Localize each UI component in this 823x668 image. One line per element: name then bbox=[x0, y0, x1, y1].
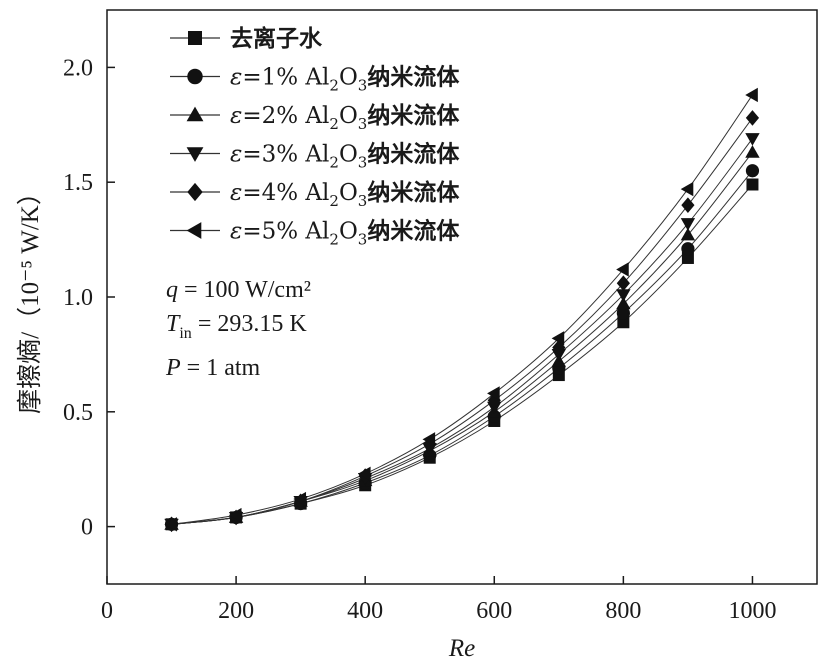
data-point-series-6 bbox=[680, 181, 694, 197]
data-point-series-3 bbox=[616, 296, 631, 310]
data-point-series-6 bbox=[228, 507, 242, 523]
x-tick-label: 0 bbox=[101, 598, 113, 624]
x-tick-label: 200 bbox=[218, 598, 254, 624]
series-line-6 bbox=[171, 94, 753, 525]
legend-label: 去离子水 bbox=[230, 25, 323, 52]
data-point-series-1 bbox=[681, 251, 694, 264]
data-point-series-6 bbox=[164, 517, 177, 532]
data-point-series-6 bbox=[357, 466, 371, 481]
data-point-series-3 bbox=[680, 227, 696, 241]
data-point-series-5 bbox=[745, 110, 760, 126]
y-tick-label: 1.0 bbox=[63, 285, 93, 311]
data-point-series-6 bbox=[551, 331, 565, 346]
legend-marker bbox=[187, 182, 203, 202]
condition-annotations: q = 100 W/cm² Tin = 293.15 K P = 1 atm bbox=[165, 277, 311, 381]
fit-curves bbox=[171, 94, 753, 525]
data-point-series-5 bbox=[423, 436, 437, 452]
y-tick-label: 2.0 bbox=[63, 55, 93, 81]
y-axis-ticks: 0 0.5 1.0 1.5 2.0 bbox=[63, 55, 115, 541]
annotation-inlet-temperature: Tin = 293.15 K bbox=[166, 311, 307, 342]
data-point-series-1 bbox=[617, 316, 630, 329]
y-axis-label: 摩擦熵/（10⁻⁵ W/K） bbox=[16, 180, 44, 414]
legend-label: ε=1% Al2O3纳米流体 bbox=[230, 64, 460, 95]
annotation-pressure: P = 1 atm bbox=[165, 355, 261, 381]
data-point-series-3 bbox=[745, 145, 760, 158]
data-point-series-6 bbox=[745, 87, 758, 103]
y-tick-label: 0.5 bbox=[63, 400, 93, 426]
legend: 去离子水 ε=1% Al2O3纳米流体 ε=2% Al2O3纳米流体 ε=3% Al2… bbox=[170, 25, 460, 249]
data-point-series-4 bbox=[680, 218, 696, 231]
legend-marker bbox=[188, 31, 202, 45]
x-tick-label: 600 bbox=[476, 598, 512, 624]
legend-label: ε=3% Al2O3纳米流体 bbox=[230, 141, 460, 172]
data-point-series-2 bbox=[616, 306, 630, 320]
data-point-series-5 bbox=[487, 392, 501, 409]
legend-label: ε=5% Al2O3纳米流体 bbox=[230, 218, 460, 249]
data-point-series-5 bbox=[616, 275, 630, 292]
x-tick-label: 800 bbox=[605, 598, 641, 624]
series-line-2 bbox=[171, 170, 753, 525]
data-point-series-1 bbox=[746, 178, 759, 191]
data-point-series-6 bbox=[487, 386, 500, 401]
legend-label: ε=4% Al2O3纳米流体 bbox=[230, 179, 460, 210]
data-point-series-2 bbox=[745, 164, 760, 178]
y-tick-label: 1.5 bbox=[63, 170, 93, 196]
x-tick-label: 400 bbox=[347, 598, 383, 624]
data-point-series-4 bbox=[745, 133, 760, 146]
y-tick-label: 0 bbox=[81, 515, 93, 541]
legend-marker bbox=[186, 106, 204, 122]
data-point-series-5 bbox=[681, 197, 695, 213]
legend-label: ε=2% Al2O3纳米流体 bbox=[230, 102, 460, 133]
data-point-series-6 bbox=[422, 432, 436, 447]
legend-marker bbox=[187, 68, 203, 85]
data-point-series-6 bbox=[616, 262, 629, 277]
series-line-3 bbox=[171, 152, 753, 525]
x-axis-label: Re bbox=[448, 635, 475, 662]
data-point-series-2 bbox=[681, 242, 695, 256]
data-point-series-6 bbox=[293, 491, 307, 507]
x-axis-ticks: 0 200 400 600 800 1000 bbox=[101, 576, 776, 624]
legend-marker bbox=[186, 222, 202, 239]
series-line-5 bbox=[171, 117, 753, 525]
legend-marker bbox=[186, 147, 204, 162]
x-tick-label: 1000 bbox=[728, 598, 776, 624]
data-point-series-4 bbox=[616, 289, 631, 302]
annotation-heat-flux: q = 100 W/cm² bbox=[166, 277, 311, 303]
data-markers bbox=[164, 87, 760, 533]
